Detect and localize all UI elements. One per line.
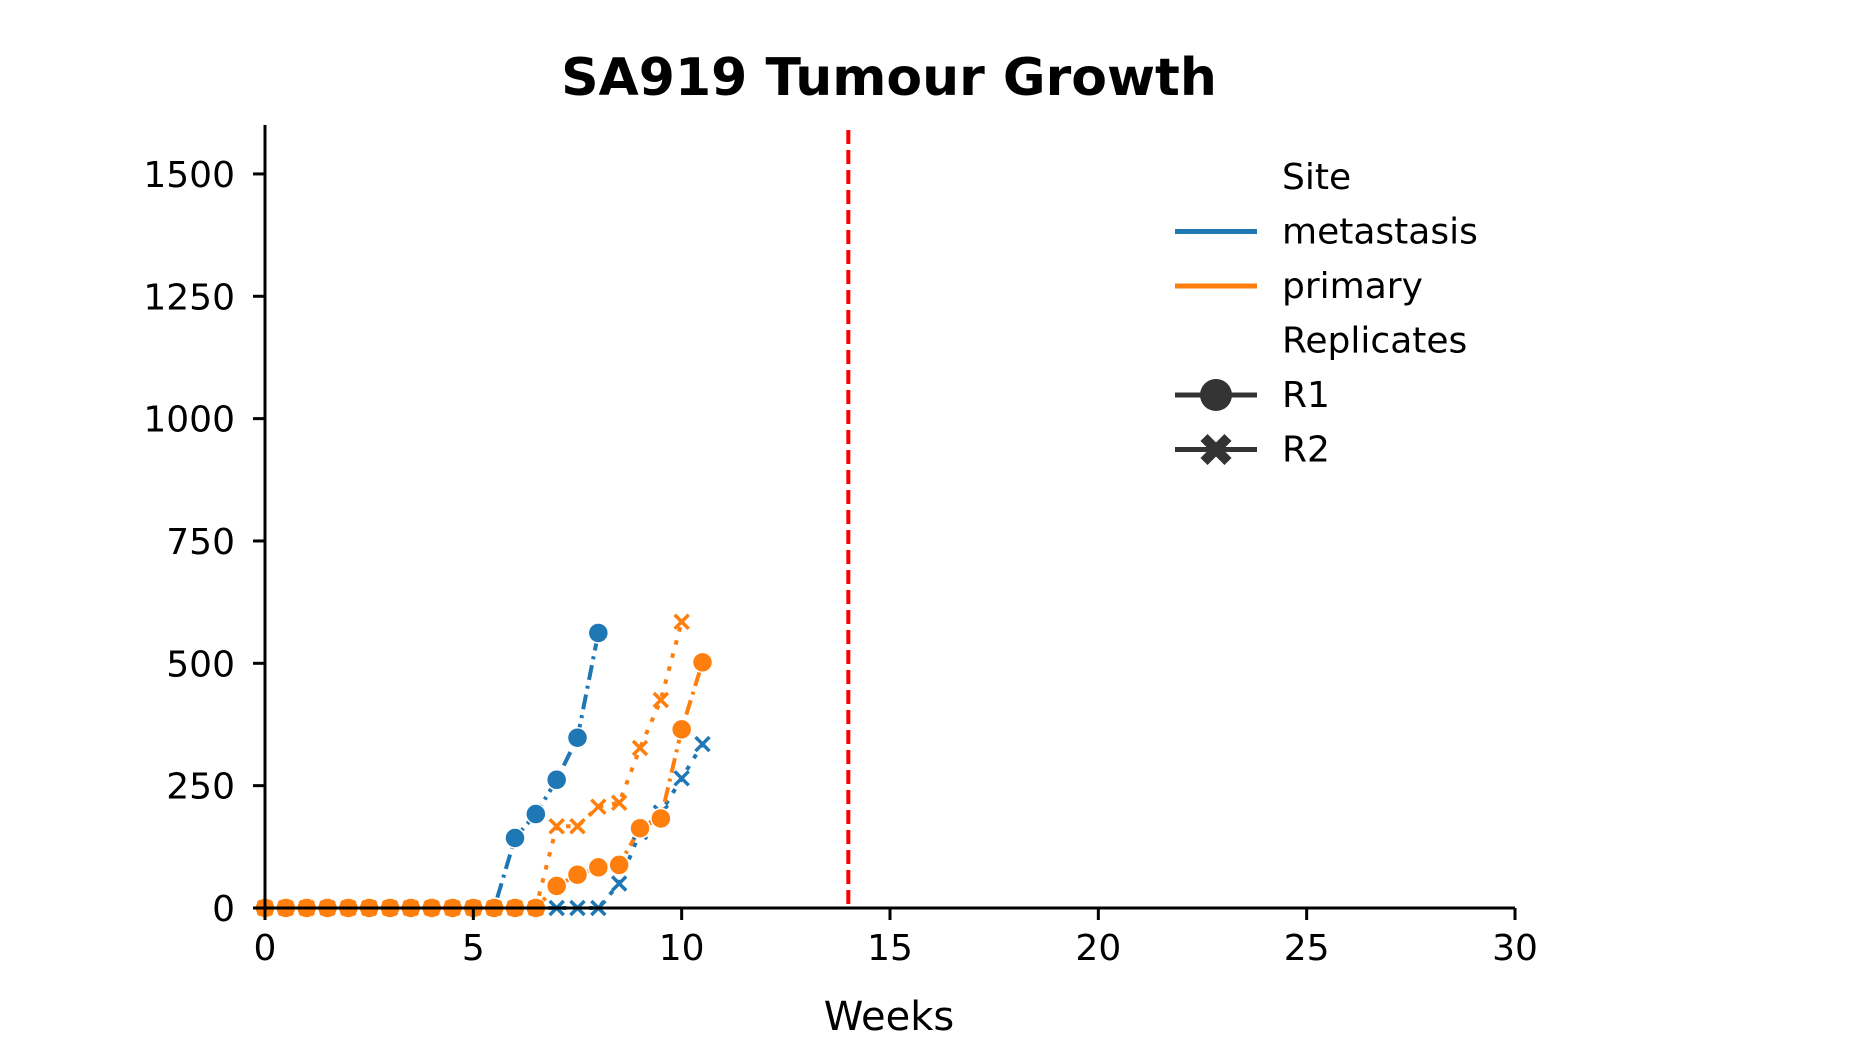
legend: Site metastasis primary Replicates R1 R2 xyxy=(1175,157,1478,471)
legend-title-replicates: Replicates xyxy=(1282,321,1467,362)
x-tick-label: 10 xyxy=(659,928,705,969)
x-tick-label: 25 xyxy=(1284,928,1330,969)
legend-label-R1: R1 xyxy=(1282,375,1330,416)
data-point xyxy=(673,613,690,630)
y-tick-label: 750 xyxy=(166,522,235,563)
data-point xyxy=(566,726,589,749)
data-point xyxy=(673,770,690,787)
axes: 0 5 10 15 20 25 30 0 250 500 750 1000 1250 1500 xyxy=(143,125,1538,969)
data-point xyxy=(545,769,568,791)
y-tick-label: 1000 xyxy=(143,400,235,441)
data-point xyxy=(587,856,610,879)
data-point xyxy=(610,794,628,812)
legend-label-metastasis: metastasis xyxy=(1282,212,1478,253)
y-tick-label: 500 xyxy=(166,644,235,685)
x-tick-label: 0 xyxy=(254,928,277,969)
y-tick-label: 1250 xyxy=(143,277,235,318)
data-point xyxy=(691,651,714,674)
data-point xyxy=(694,735,711,753)
data-point xyxy=(566,863,589,886)
data-point xyxy=(569,818,586,835)
data-point xyxy=(587,622,610,644)
legend-label-primary: primary xyxy=(1282,266,1423,307)
legend-marker-R1 xyxy=(1200,379,1232,411)
x-tick-label: 20 xyxy=(1075,928,1121,969)
x-tick-label: 30 xyxy=(1492,928,1538,969)
y-tick-label: 0 xyxy=(212,889,235,930)
legend-label-R2: R2 xyxy=(1282,430,1330,471)
data-point xyxy=(631,739,649,757)
data-point xyxy=(629,817,651,839)
data-point xyxy=(608,854,630,876)
data-point xyxy=(590,798,607,815)
data-point xyxy=(545,875,568,897)
data-point xyxy=(650,807,672,830)
legend-marker-R2 xyxy=(1200,433,1232,466)
x-tick-label: 5 xyxy=(462,928,485,969)
series-line-primary-R1 xyxy=(265,661,705,910)
data-point xyxy=(504,827,526,849)
data-point xyxy=(652,691,670,709)
data-point xyxy=(548,818,565,835)
chart-title: SA919 Tumour Growth xyxy=(561,48,1217,108)
y-tick-label: 250 xyxy=(166,767,235,808)
y-tick-label: 1500 xyxy=(143,155,235,196)
data-point xyxy=(670,718,693,741)
x-axis-label: Weeks xyxy=(824,994,954,1040)
data-point xyxy=(525,803,547,825)
data-point xyxy=(610,875,628,892)
plot-area xyxy=(254,130,851,919)
legend-title-site: Site xyxy=(1282,157,1351,198)
x-tick-label: 15 xyxy=(867,928,913,969)
